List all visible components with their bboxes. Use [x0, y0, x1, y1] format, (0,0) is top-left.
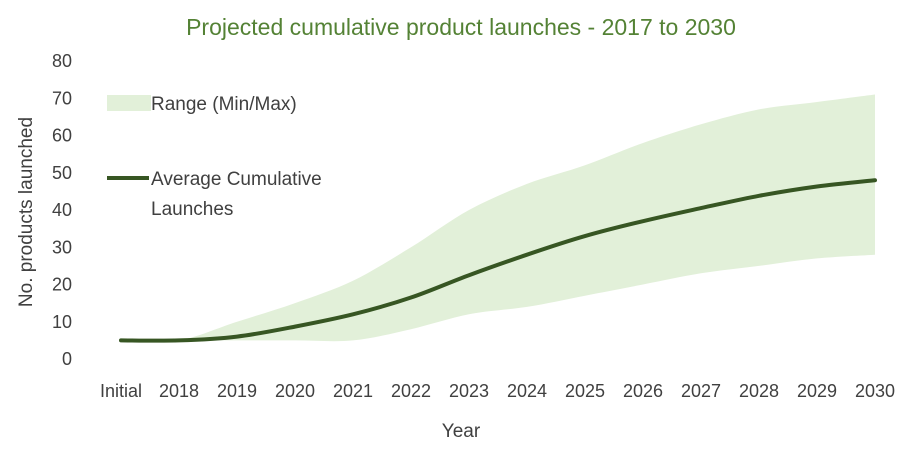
y-tick-label: 20 — [52, 275, 72, 295]
y-tick-label: 10 — [52, 312, 72, 332]
legend-label-average-line1: Average Cumulative — [151, 169, 322, 190]
legend-swatch-range — [107, 95, 151, 111]
x-tick-label: 2029 — [797, 381, 837, 401]
x-tick-label: 2022 — [391, 381, 431, 401]
x-tick-label: 2028 — [739, 381, 779, 401]
x-tick-label: 2021 — [333, 381, 373, 401]
y-axis-ticks: 0 10 20 30 40 50 60 70 80 — [52, 51, 72, 369]
x-tick-label: 2024 — [507, 381, 547, 401]
x-tick-label: 2030 — [855, 381, 895, 401]
x-axis-label: Year — [442, 421, 481, 442]
y-tick-label: 40 — [52, 200, 72, 220]
y-axis-label: No. products launched — [16, 117, 37, 307]
x-axis-ticks: Initial 2018 2019 2020 2021 2022 2023 2024 2025 2… — [100, 381, 895, 401]
x-tick-label: 2025 — [565, 381, 605, 401]
y-tick-label: 70 — [52, 88, 72, 108]
x-tick-label: 2026 — [623, 381, 663, 401]
y-tick-label: 30 — [52, 237, 72, 257]
y-tick-label: 80 — [52, 51, 72, 71]
x-tick-label: 2020 — [275, 381, 315, 401]
x-tick-label: Initial — [100, 381, 142, 401]
legend: Range (Min/Max) Average Cumulative Launc… — [107, 94, 322, 220]
y-tick-label: 60 — [52, 126, 72, 146]
legend-label-range: Range (Min/Max) — [151, 94, 297, 115]
y-tick-label: 50 — [52, 163, 72, 183]
average-line — [119, 178, 877, 343]
plot-area — [119, 94, 877, 343]
legend-label-average-line2: Launches — [151, 199, 233, 220]
range-band — [121, 94, 875, 342]
chart-title: Projected cumulative product launches - … — [186, 14, 736, 40]
x-tick-label: 2027 — [681, 381, 721, 401]
y-tick-label: 0 — [62, 349, 72, 369]
x-tick-label: 2023 — [449, 381, 489, 401]
x-tick-label: 2018 — [159, 381, 199, 401]
x-tick-label: 2019 — [217, 381, 257, 401]
